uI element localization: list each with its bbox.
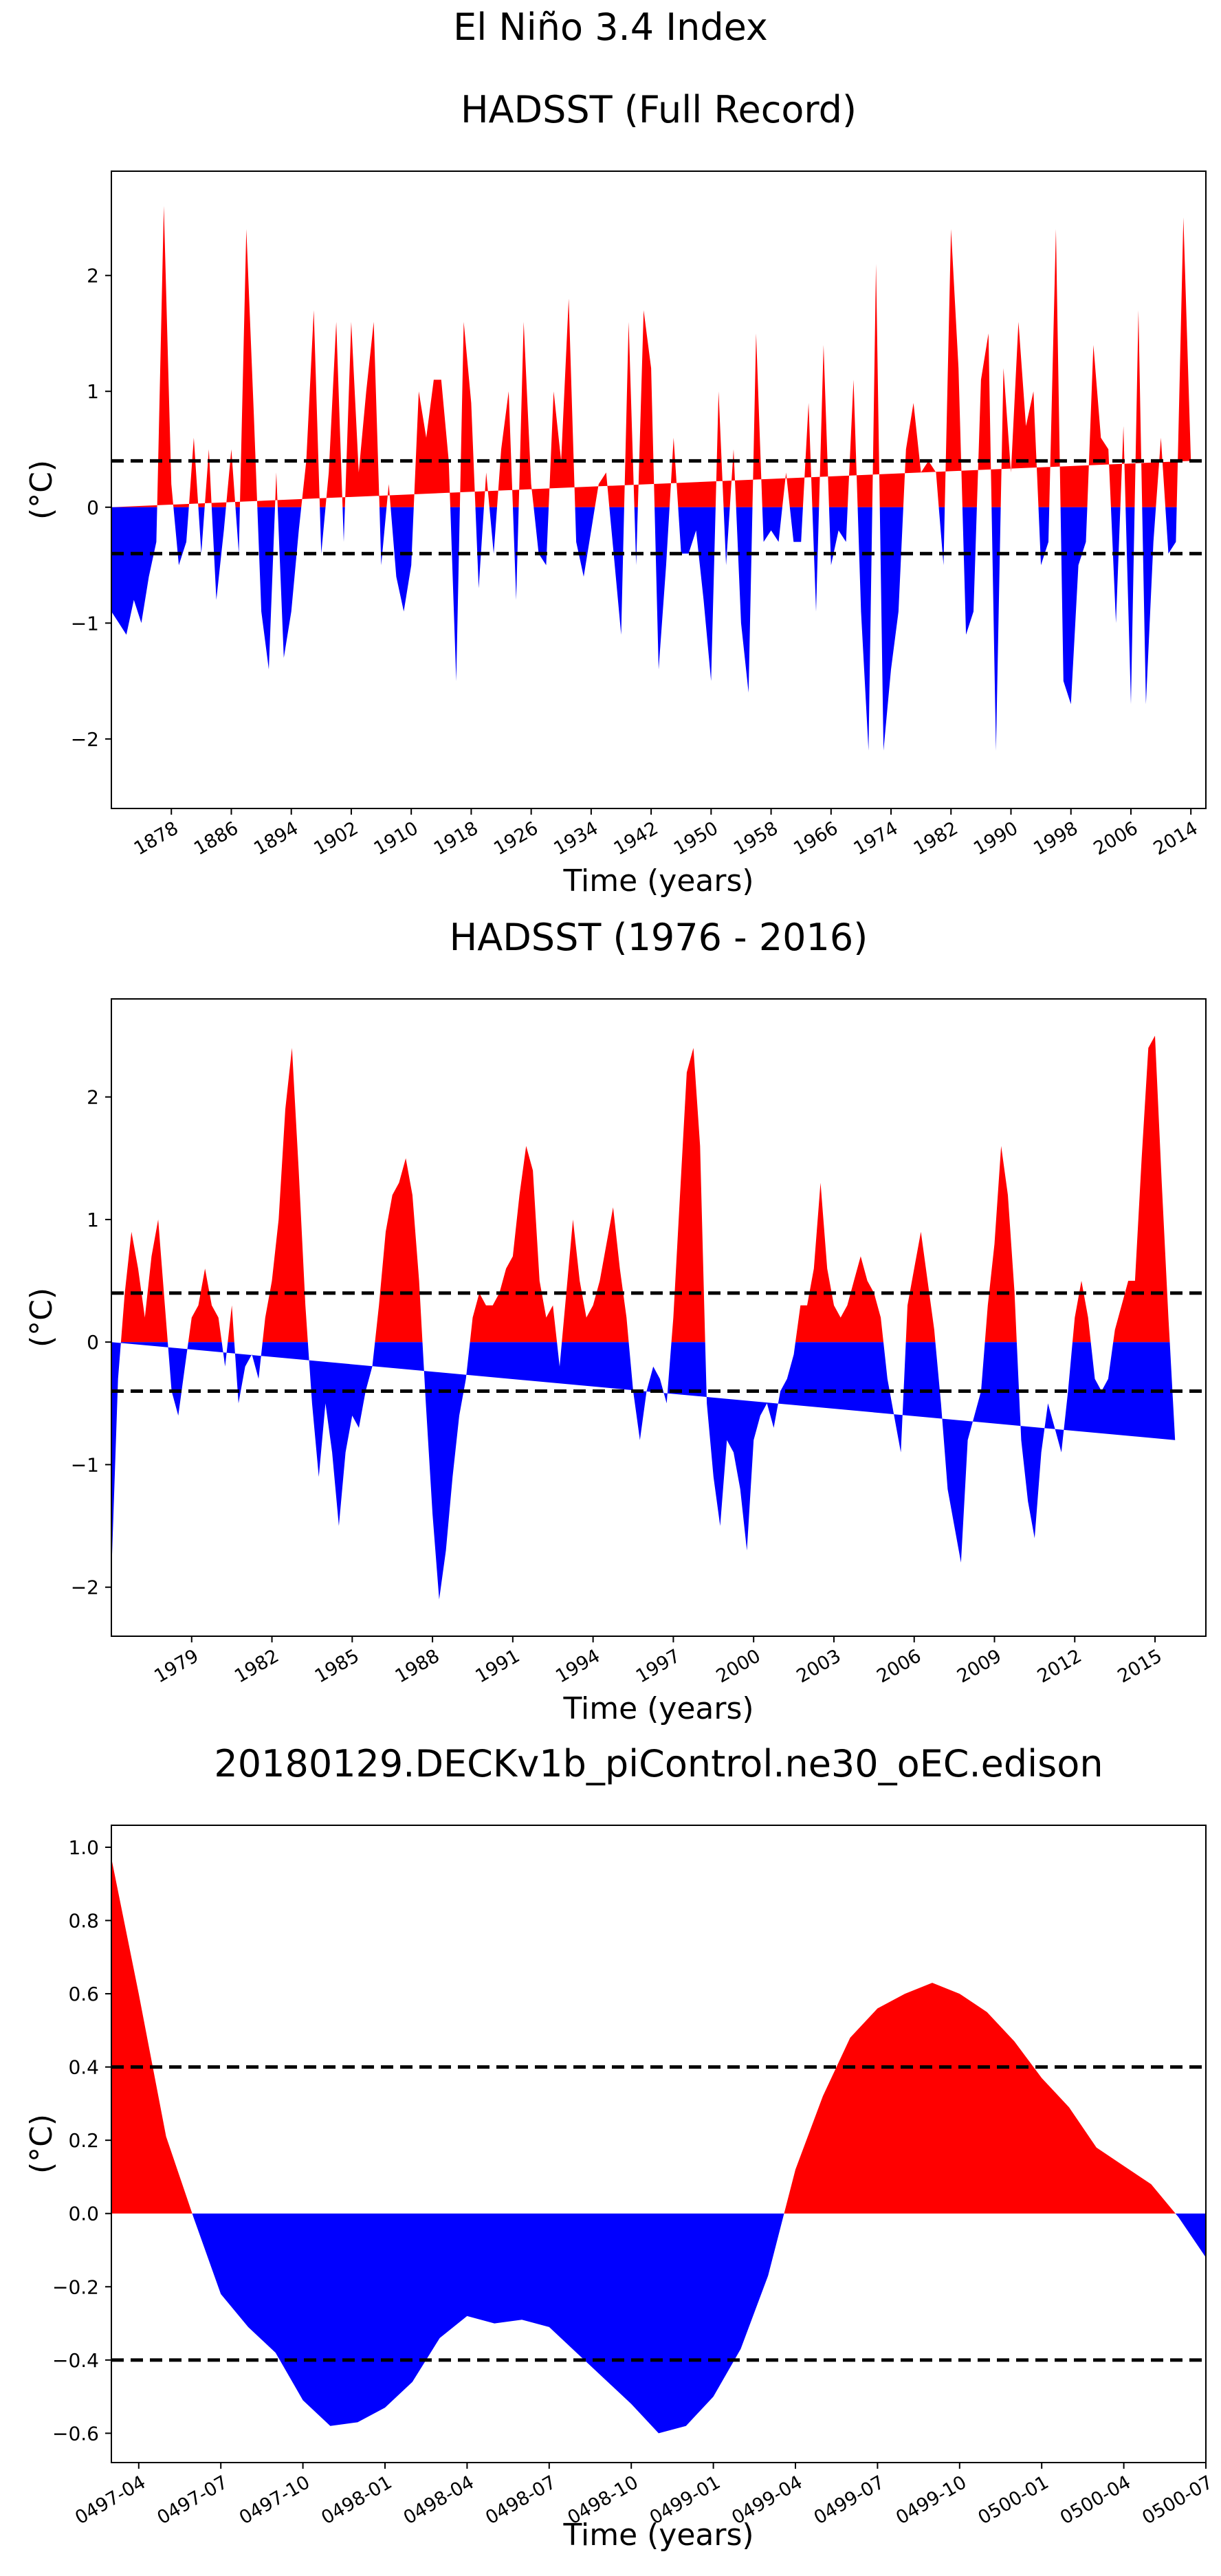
y-tick-label: 1 bbox=[87, 380, 99, 403]
y-tick-label: 1 bbox=[87, 1209, 99, 1231]
y-tick-label: −0.4 bbox=[52, 2349, 99, 2372]
y-tick-label: 0.8 bbox=[68, 1910, 99, 1933]
y-tick-label: −1 bbox=[71, 1453, 99, 1476]
positive-anomaly-area bbox=[111, 206, 1191, 507]
y-axis-label: (°C) bbox=[24, 460, 59, 520]
negative-anomaly-area bbox=[111, 2213, 1206, 2434]
y-tick-label: 0 bbox=[87, 1331, 99, 1354]
y-tick-label: 1.0 bbox=[68, 1836, 99, 1859]
positive-anomaly-area bbox=[111, 1858, 1206, 2214]
y-tick-label: 0.4 bbox=[68, 2056, 99, 2079]
chart-title: HADSST (Full Record) bbox=[461, 88, 857, 131]
x-axis-label: Time (years) bbox=[562, 2518, 754, 2553]
x-axis-label: Time (years) bbox=[562, 1691, 754, 1726]
y-tick-label: −1 bbox=[71, 612, 99, 635]
plot-frame bbox=[111, 998, 1207, 1637]
chart-title: 20180129.DECKv1b_piControl.ne30_oEC.edis… bbox=[214, 1742, 1103, 1785]
y-tick-label: 0.6 bbox=[68, 1983, 99, 2005]
negative-anomaly-area bbox=[111, 507, 1191, 751]
figure-title: El Niño 3.4 Index bbox=[453, 5, 768, 49]
chart-title: HADSST (1976 - 2016) bbox=[450, 916, 868, 959]
y-tick-label: 0.0 bbox=[68, 2203, 99, 2225]
y-tick-label: 0.2 bbox=[68, 2129, 99, 2152]
y-tick-label: −2 bbox=[71, 1576, 99, 1599]
x-axis-label: Time (years) bbox=[562, 863, 754, 899]
plot-frame bbox=[111, 1825, 1207, 2463]
y-tick-label: −2 bbox=[71, 728, 99, 751]
y-axis-label: (°C) bbox=[24, 1288, 59, 1347]
y-axis-label: (°C) bbox=[24, 2114, 59, 2174]
y-tick-label: −0.2 bbox=[52, 2276, 99, 2298]
y-tick-label: 2 bbox=[87, 1086, 99, 1109]
y-tick-label: 0 bbox=[87, 496, 99, 519]
y-tick-label: 2 bbox=[87, 265, 99, 287]
y-tick-label: −0.6 bbox=[52, 2422, 99, 2445]
negative-anomaly-area bbox=[111, 1342, 1176, 1600]
plot-frame bbox=[111, 170, 1207, 809]
